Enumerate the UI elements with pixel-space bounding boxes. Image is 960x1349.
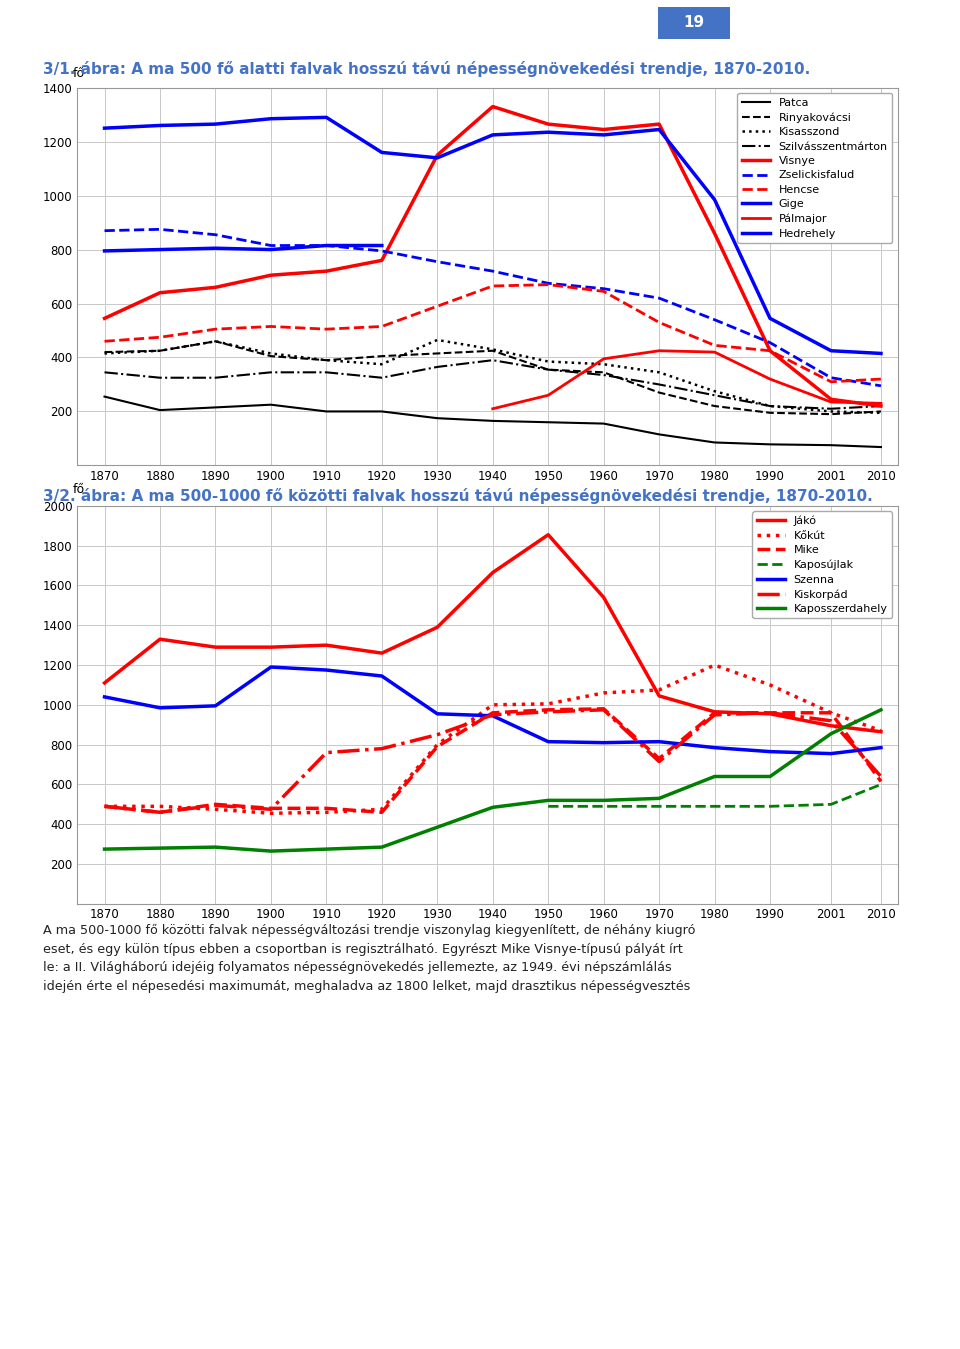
Legend: Jákó, Kőkút, Mike, Kaposújlak, Szenna, Kiskorpád, Kaposszerdahely: Jákó, Kőkút, Mike, Kaposújlak, Szenna, K… <box>753 511 892 618</box>
Text: fő: fő <box>73 67 84 80</box>
Legend: Patca, Rinyakovácsi, Kisasszond, Szilvásszentmárton, Visnye, Zselickisfalud, Hen: Patca, Rinyakovácsi, Kisasszond, Szilvás… <box>737 93 892 243</box>
Text: 3/1. ábra: A ma 500 fő alatti falvak hosszú távú népességnövekedési trendje, 187: 3/1. ábra: A ma 500 fő alatti falvak hos… <box>43 61 810 77</box>
Text: fő: fő <box>73 483 84 496</box>
Text: 19: 19 <box>683 15 705 31</box>
Text: 3/2. ábra: A ma 500-1000 fő közötti falvak hosszú távú népességnövekedési trendj: 3/2. ábra: A ma 500-1000 fő közötti falv… <box>43 488 873 505</box>
Text: A ma 500-1000 fő közötti falvak népességváltozási trendje viszonylag kiegyenlíte: A ma 500-1000 fő közötti falvak népesség… <box>43 924 696 993</box>
